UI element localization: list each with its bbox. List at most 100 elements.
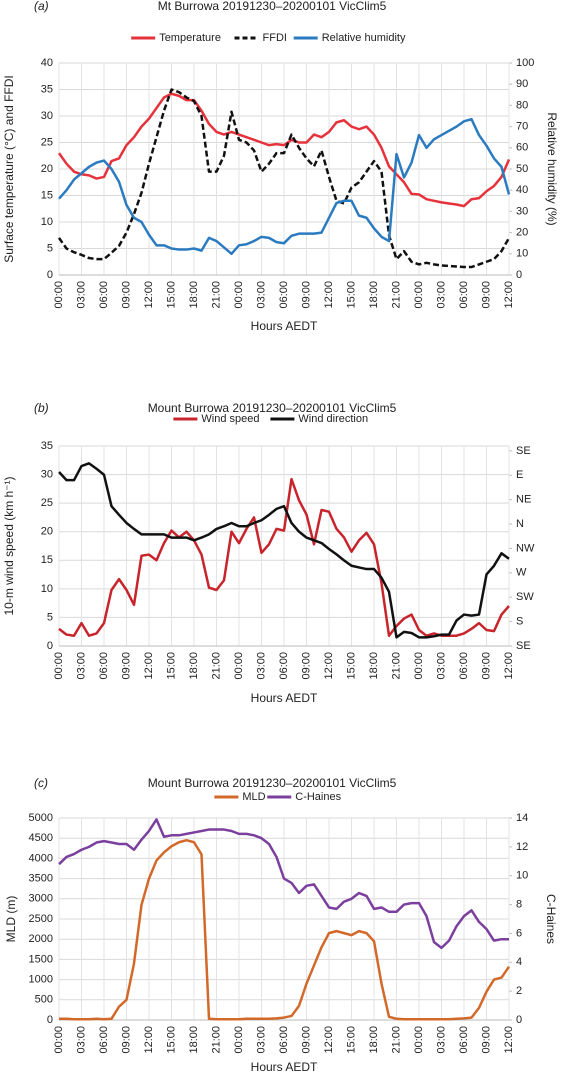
x-tick-label: 03:00	[75, 281, 87, 309]
y-tick-label: 5	[47, 242, 53, 254]
x-tick-label: 09:00	[120, 281, 132, 309]
x-tick-label: 09:00	[480, 1026, 492, 1054]
x-axis-title: Hours AEDT	[251, 1060, 318, 1074]
x-tick-label: 03:00	[75, 652, 87, 680]
x-tick-label: 15:00	[165, 652, 177, 680]
y-tick-label: 5	[47, 611, 53, 623]
y2-tick-label: 4	[516, 956, 522, 968]
series-line	[58, 818, 509, 950]
x-tick-label: 12:00	[323, 652, 335, 680]
y-tick-label: 15	[41, 189, 53, 201]
y2-tick-label: 0	[516, 269, 522, 281]
x-tick-label: 09:00	[300, 652, 312, 680]
x-tick-label: 15:00	[165, 1026, 177, 1054]
y2-axis-title: Relative humidity (%)	[545, 112, 559, 225]
x-tick-label: 12:00	[503, 652, 515, 680]
x-tick-label: 15:00	[165, 281, 177, 309]
y-tick-label: 3000	[29, 893, 53, 905]
x-tick-label: 15:00	[345, 281, 357, 309]
y-tick-label: 3500	[29, 873, 53, 885]
x-tick-label: 03:00	[435, 652, 447, 680]
y-tick-label: 1000	[29, 974, 53, 986]
y2-tick-label: 2	[516, 985, 522, 997]
y-tick-label: 10	[41, 216, 53, 228]
x-tick-label: 21:00	[390, 1026, 402, 1054]
y2-tick-label: 14	[516, 812, 528, 824]
series-line	[59, 838, 511, 1021]
x-tick-label: 06:00	[278, 281, 290, 309]
x-tick-label: 00:00	[233, 1026, 245, 1054]
x-tick-label: 06:00	[458, 281, 470, 309]
y2-tick-label: 10	[516, 870, 528, 882]
x-tick-label: 18:00	[368, 652, 380, 680]
x-tick-label: 00:00	[53, 652, 65, 680]
series-line	[58, 477, 510, 637]
y-tick-label: 15	[41, 554, 53, 566]
x-tick-label: 03:00	[255, 1026, 267, 1054]
y-tick-label: 1500	[29, 953, 53, 965]
x-tick-label: 21:00	[210, 281, 222, 309]
y-tick-label: 5000	[29, 812, 53, 824]
legend-label: Wind speed	[201, 413, 259, 425]
y-tick-label: 10	[41, 583, 53, 595]
series-line	[57, 88, 511, 269]
x-tick-label: 09:00	[120, 652, 132, 680]
x-tick-label: 06:00	[278, 1026, 290, 1054]
y-tick-label: 30	[41, 468, 53, 480]
x-tick-label: 21:00	[390, 652, 402, 680]
x-tick-label: 00:00	[413, 281, 425, 309]
x-tick-label: 09:00	[480, 652, 492, 680]
x-tick-label: 18:00	[368, 1026, 380, 1054]
y2-tick-label: N	[516, 518, 524, 530]
chart-title: Mt Burrowa 20191230–20200101 VicClim5	[158, 0, 387, 13]
legend-label: Temperature	[159, 32, 221, 44]
y2-tick-label: SE	[516, 445, 531, 457]
y-tick-label: 30	[41, 110, 53, 122]
x-tick-label: 00:00	[233, 281, 245, 309]
x-tick-label: 03:00	[435, 1026, 447, 1054]
chart-title: Mount Burrowa 20191230–20200101 VicClim5	[148, 401, 397, 415]
x-tick-label: 21:00	[210, 1026, 222, 1054]
y2-axis-title: C-Haines	[544, 894, 558, 944]
y-axis-title: 10-m wind speed (km h⁻¹)	[2, 476, 16, 615]
x-tick-label: 03:00	[255, 281, 267, 309]
legend-label: MLD	[242, 791, 265, 803]
x-tick-label: 06:00	[458, 1026, 470, 1054]
y-tick-label: 20	[41, 163, 53, 175]
x-tick-label: 03:00	[255, 652, 267, 680]
y-tick-label: 0	[47, 640, 53, 652]
y2-tick-label: 100	[516, 57, 534, 69]
x-tick-label: 09:00	[120, 1026, 132, 1054]
y2-tick-label: 40	[516, 184, 528, 196]
x-tick-label: 18:00	[188, 1026, 200, 1054]
x-tick-label: 18:00	[368, 281, 380, 309]
x-tick-label: 15:00	[345, 652, 357, 680]
x-axis-title: Hours AEDT	[251, 691, 318, 705]
x-tick-label: 15:00	[345, 1026, 357, 1054]
y2-tick-label: 12	[516, 841, 528, 853]
y2-tick-label: 50	[516, 163, 528, 175]
y2-tick-label: 60	[516, 142, 528, 154]
x-tick-label: 09:00	[300, 281, 312, 309]
x-tick-label: 00:00	[413, 652, 425, 680]
x-tick-label: 12:00	[143, 1026, 155, 1054]
y2-tick-label: 80	[516, 99, 528, 111]
x-tick-label: 00:00	[53, 1026, 65, 1054]
legend-label: C-Haines	[295, 791, 341, 803]
y2-tick-label: SW	[516, 591, 534, 603]
y2-tick-label: E	[516, 469, 523, 481]
x-tick-label: 06:00	[98, 652, 110, 680]
y2-tick-label: 70	[516, 121, 528, 133]
x-tick-label: 09:00	[300, 1026, 312, 1054]
x-tick-label: 12:00	[143, 652, 155, 680]
y-tick-label: 40	[41, 57, 53, 69]
x-tick-label: 06:00	[98, 281, 110, 309]
panel-label: (a)	[34, 0, 49, 13]
x-tick-label: 06:00	[278, 652, 290, 680]
y-tick-label: 4000	[29, 852, 53, 864]
x-tick-label: 12:00	[503, 1026, 515, 1054]
y2-tick-label: W	[516, 567, 527, 579]
y-tick-label: 25	[41, 136, 53, 148]
x-tick-label: 00:00	[413, 1026, 425, 1054]
